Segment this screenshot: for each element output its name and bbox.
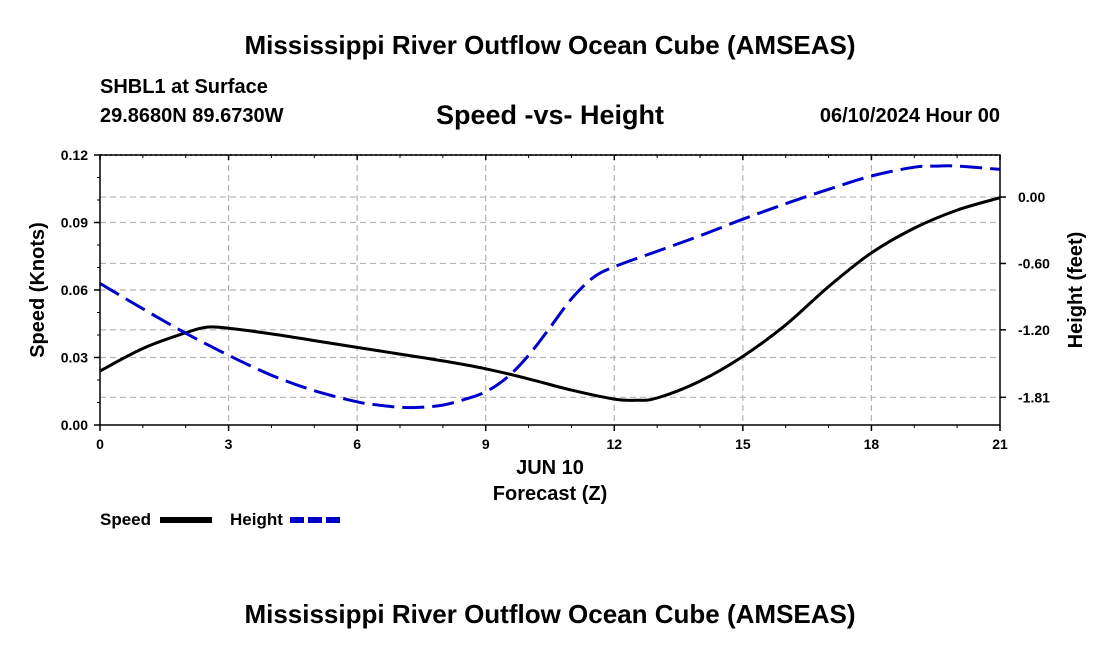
height-series-line (99, 164, 1001, 410)
axis-layer: 0 3 6 9 12 15 18 21 0.00 0.03 0.06 0.09 0.12 0.00 -0.6… (61, 147, 1050, 452)
x-tick-label: 3 (225, 436, 233, 452)
legend-height-label: Height (230, 510, 283, 529)
x-tick-label: 21 (992, 436, 1008, 452)
chart-main-title: Mississippi River Outflow Ocean Cube (AM… (244, 30, 856, 60)
y-tick-label: 0.06 (61, 282, 88, 298)
x-tick-label: 9 (482, 436, 490, 452)
speed-series-line (99, 196, 1001, 402)
series-layer (99, 164, 1001, 410)
x-tick-label: 0 (96, 436, 104, 452)
x-tick-label: 18 (864, 436, 880, 452)
y-axis-title: Speed (Knots) (27, 222, 49, 358)
y2-tick-label: -1.20 (1018, 322, 1050, 338)
chart-subtitle: Speed -vs- Height (435, 100, 665, 130)
y-tick-label: 0.00 (61, 417, 88, 433)
forecast-run-time: 06/10/2024 Hour 00 (819, 105, 1000, 127)
y2-tick-label: -1.81 (1018, 389, 1050, 405)
y2-axis-title: Height (feet) (1065, 232, 1087, 349)
station-coordinates: 29.8680N 89.6730W (100, 105, 284, 127)
y-tick-label: 0.09 (61, 215, 88, 231)
y2-tick-label: -0.60 (1018, 255, 1050, 271)
footer-title: Mississippi River Outflow Ocean Cube (AM… (244, 599, 856, 629)
x-tick-label: 12 (606, 436, 622, 452)
y-tick-label: 0.03 (61, 350, 88, 366)
x-tick-label: 6 (353, 436, 361, 452)
x-axis-date-label: JUN 10 (516, 457, 584, 479)
station-label: SHBL1 at Surface (100, 76, 268, 98)
grid-layer (100, 155, 1000, 425)
x-axis-title: Forecast (Z) (493, 483, 607, 505)
legend-speed-label: Speed (100, 510, 151, 529)
legend: Speed Height (100, 510, 342, 529)
x-tick-label: 15 (735, 436, 751, 452)
y-tick-label: 0.12 (61, 147, 88, 163)
y2-tick-label: 0.00 (1018, 189, 1045, 205)
